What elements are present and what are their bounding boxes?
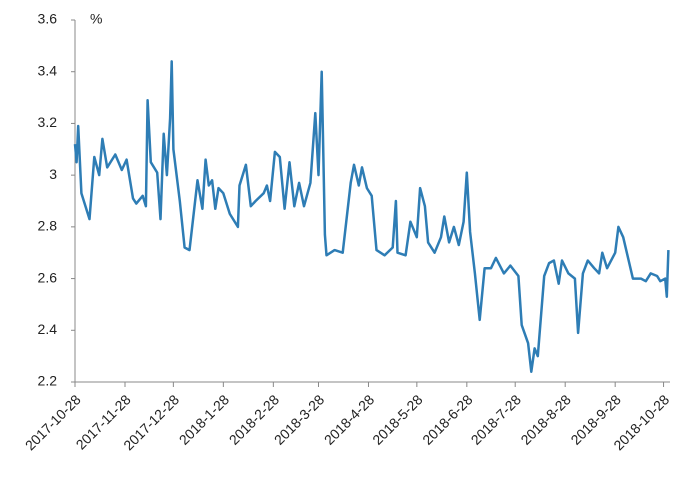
y-tick-label: 2.2: [38, 373, 58, 389]
y-tick-label: 3.6: [38, 11, 58, 27]
x-tick-label: 2018-4-28: [321, 391, 378, 448]
data-line: [73, 60, 670, 373]
y-tick-label: 3: [49, 166, 57, 182]
x-tick-label: 2018-5-28: [369, 391, 426, 448]
y-tick-label: 2.6: [38, 269, 58, 285]
y-tick-label: 3.2: [38, 114, 58, 130]
y-tick-label: 3.4: [38, 62, 58, 78]
x-tick-label: 2018-1-28: [176, 391, 233, 448]
x-tick-label: 2018-7-28: [467, 391, 524, 448]
unit-label: %: [90, 11, 102, 27]
x-tick-label: 2018-6-28: [419, 391, 476, 448]
y-tick-label: 2.8: [38, 218, 58, 234]
x-tick-label: 2018-8-28: [517, 391, 574, 448]
x-tick-label: 2018-3-28: [271, 391, 328, 448]
y-tick-label: 2.4: [38, 321, 58, 337]
